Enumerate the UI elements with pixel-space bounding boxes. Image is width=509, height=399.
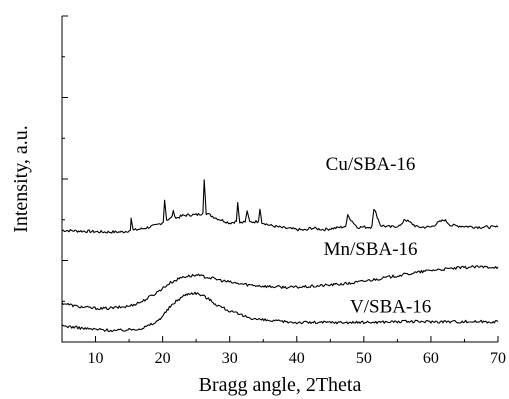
- x-tick-label: 50: [356, 350, 372, 367]
- series-group: Cu/SBA-16 Mn/SBA-16 V/SBA-16: [61, 154, 499, 333]
- plot-area: [61, 16, 498, 343]
- axis-frame: [61, 16, 498, 343]
- y-axis-label: Intensity, a.u.: [10, 125, 32, 233]
- x-tick-label: 70: [490, 350, 506, 367]
- x-tick-label: 10: [88, 350, 104, 367]
- y-axis: [62, 15, 68, 302]
- series-label-mn-sba-16: Mn/SBA-16: [324, 239, 418, 260]
- x-tick-label: 20: [155, 350, 171, 367]
- series-label-v-sba-16: V/SBA-16: [350, 297, 431, 318]
- series-line-v-sba-16: [61, 291, 499, 333]
- x-tick-label: 30: [222, 350, 238, 367]
- x-tick-label: 40: [289, 350, 305, 367]
- series-line-cu-sba-16: [61, 179, 499, 234]
- series-label-cu-sba-16: Cu/SBA-16: [326, 154, 416, 175]
- x-axis: 10 20 30 40 50 60 70: [61, 336, 506, 367]
- series-line-mn-sba-16: [61, 265, 499, 311]
- x-axis-label: Bragg angle, 2Theta: [199, 374, 362, 396]
- x-tick-label: 60: [423, 350, 439, 367]
